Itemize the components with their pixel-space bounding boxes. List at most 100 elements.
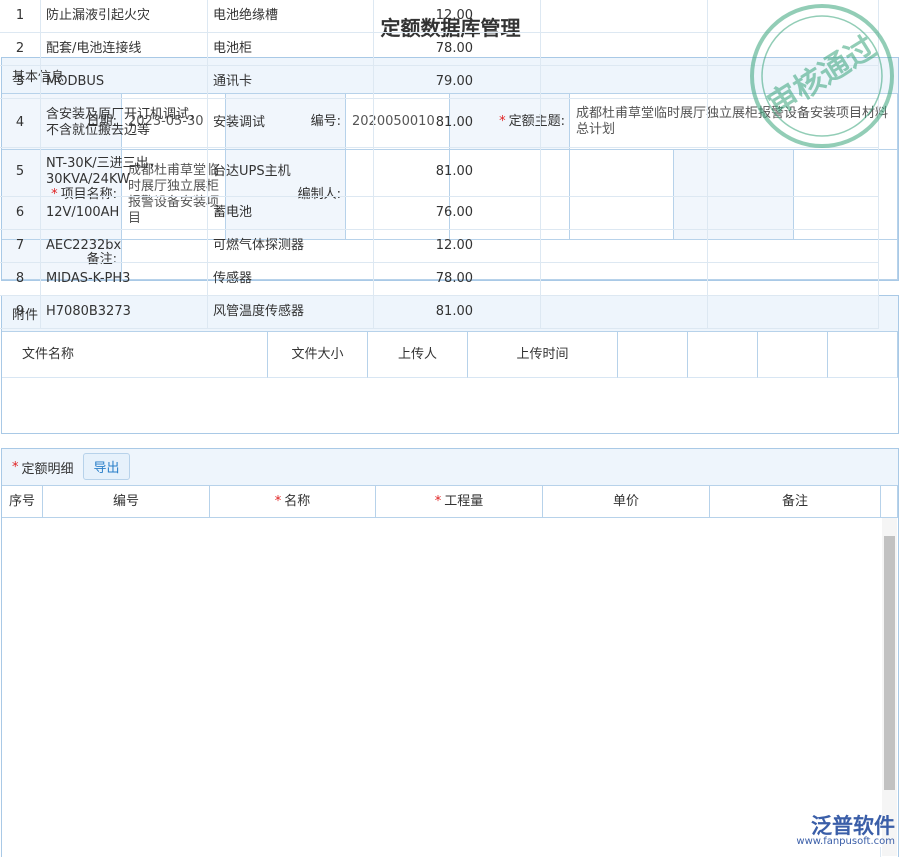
- cell-text: 78.00: [435, 271, 473, 286]
- heading-text: 定额明细: [21, 461, 74, 477]
- section-heading: 基本信息: [2, 58, 898, 94]
- table-cell: 8: [0, 263, 41, 296]
- cell-text: 9: [15, 304, 25, 319]
- cell-text: 1: [15, 8, 25, 23]
- cell-text: 传感器: [213, 271, 253, 286]
- column-label: 单价: [612, 493, 639, 509]
- table-cell: 78.00: [374, 33, 541, 66]
- table-cell: 76.00: [374, 197, 541, 230]
- approval-stamp: 审核通过: [750, 4, 894, 148]
- table-body: [2, 518, 881, 856]
- cell-text: MODBUS: [46, 74, 105, 89]
- required-mark: *: [12, 459, 19, 475]
- section-box: [1, 57, 899, 281]
- cell-text: 81.00: [435, 304, 473, 319]
- cell-text: 81.00: [435, 115, 473, 130]
- table-cell: 79.00: [374, 66, 541, 99]
- required-mark: *: [499, 113, 506, 129]
- table-cell: NT-30K/三进三出，30KVA/24KW: [41, 148, 208, 197]
- field-label: * 项目名称:: [2, 150, 122, 240]
- field-value: 成都杜甫草堂临时展厅独立展柜报警设备安装项目材料总计划: [570, 94, 898, 150]
- value-text: 成都杜甫草堂临时展厅独立展柜报警设备安装项目材料总计划: [576, 105, 889, 137]
- cell-text: 4: [15, 115, 25, 130]
- table-cell: 电池绝缘槽: [208, 0, 374, 33]
- table-cell: MODBUS: [41, 66, 208, 99]
- table-cell: [708, 197, 879, 230]
- cell-text: 78.00: [435, 41, 473, 56]
- table-cell: [541, 296, 708, 329]
- cell-text: 台达UPS主机: [213, 164, 291, 179]
- table-cell: 7: [0, 230, 41, 263]
- cell-text: 81.00: [435, 164, 473, 179]
- cell-text: MIDAS-K-PH3: [46, 271, 131, 286]
- export-button[interactable]: 导出: [83, 453, 130, 480]
- cell-text: 通讯卡: [213, 74, 253, 89]
- section-heading: * 定额明细: [2, 449, 898, 486]
- field-value: [346, 150, 450, 240]
- cell-text: 防止漏液引起火灾: [46, 8, 151, 23]
- table-cell: 3: [0, 66, 41, 99]
- table-cell: [708, 33, 879, 66]
- cell-text: 电池柜: [213, 41, 253, 56]
- field-value: [570, 150, 674, 240]
- field-value: [122, 240, 898, 280]
- table-cell: 防止漏液引起火灾: [41, 0, 208, 33]
- table-cell: [541, 263, 708, 296]
- cell-text: AEC2232bx: [46, 238, 122, 253]
- required-mark: *: [51, 186, 58, 202]
- table-cell: AEC2232bx: [41, 230, 208, 263]
- table-cell: [541, 99, 708, 148]
- table-cell: 台达UPS主机: [208, 148, 374, 197]
- table-cell: [708, 99, 879, 148]
- label-text: 定额主题:: [508, 113, 565, 129]
- field-label: * 定额主题:: [450, 94, 570, 150]
- table-cell: 81.00: [374, 296, 541, 329]
- table-cell: [708, 0, 879, 33]
- cell-text: 风管温度传感器: [213, 304, 305, 319]
- column-header: [828, 332, 898, 378]
- column-header: [758, 332, 828, 378]
- table-cell: 12V/100AH: [41, 197, 208, 230]
- column-header: 序号: [2, 486, 43, 518]
- cell-text: 6: [15, 205, 25, 220]
- table-cell: 2: [0, 33, 41, 66]
- field-value: 2023-05-30: [122, 94, 226, 150]
- column-header: [881, 486, 898, 518]
- column-label: 序号: [8, 493, 35, 509]
- logo-url: www.fanpusoft.com: [796, 836, 895, 847]
- table-cell: 传感器: [208, 263, 374, 296]
- cell-text: 12V/100AH: [46, 205, 120, 220]
- table-cell: 电池柜: [208, 33, 374, 66]
- value-text: 成都杜甫草堂临时展厅独立展柜报警设备安装项目: [128, 162, 220, 226]
- cell-text: 电池绝缘槽: [213, 8, 279, 23]
- table-cell: [541, 148, 708, 197]
- page-title: 定额数据库管理: [380, 16, 521, 40]
- cell-text: 3: [15, 74, 25, 89]
- column-header: 文件大小: [268, 332, 368, 378]
- table-cell: 78.00: [374, 263, 541, 296]
- table-cell: 81.00: [374, 99, 541, 148]
- field-label: 编号:: [226, 94, 346, 150]
- field-label: [674, 150, 794, 240]
- cell-text: 8: [15, 271, 25, 286]
- value-text: 2020050010: [352, 113, 435, 129]
- table-cell: [708, 66, 879, 99]
- table-cell: 含安装及原厂开订机调试，不含就位搬去边等: [41, 99, 208, 148]
- cell-text: 配套/电池连接线: [46, 41, 142, 56]
- column-header: 编号: [43, 486, 210, 518]
- cell-text: 5: [15, 164, 25, 179]
- cell-text: 7: [15, 238, 25, 253]
- column-header: 文件名称: [2, 332, 268, 378]
- table-cell: 通讯卡: [208, 66, 374, 99]
- label-text: 编号:: [310, 113, 341, 129]
- cell-text: 可燃气体探测器: [213, 238, 305, 253]
- table-cell: [708, 263, 879, 296]
- table-cell: 1: [0, 0, 41, 33]
- cell-text: 12.00: [435, 8, 473, 23]
- required-mark: *: [274, 493, 282, 509]
- column-header: 上传人: [368, 332, 468, 378]
- table-cell: 安装调试: [208, 99, 374, 148]
- column-label: 名称: [284, 493, 311, 509]
- cell-text: 蓄电池: [213, 205, 253, 220]
